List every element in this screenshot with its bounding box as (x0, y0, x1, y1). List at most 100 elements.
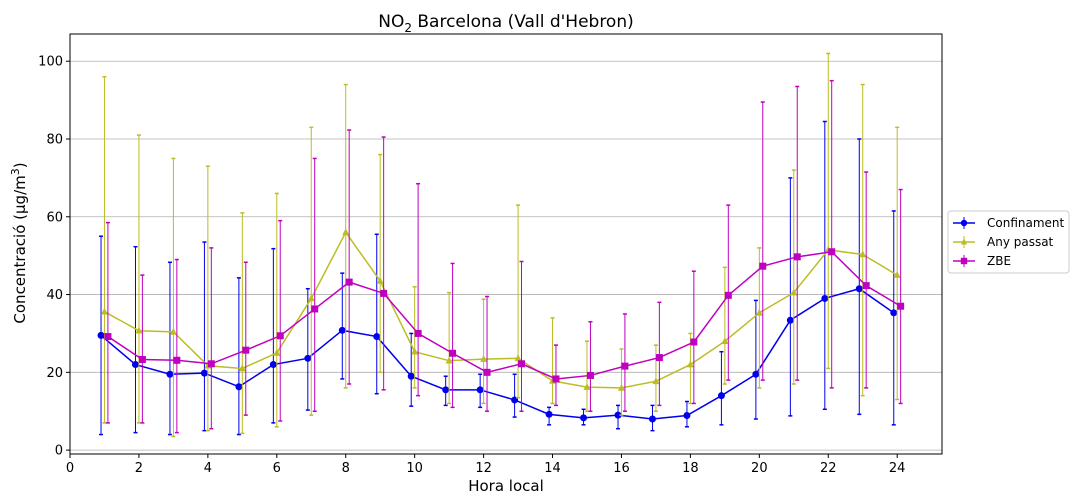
x-tick-label: 20 (751, 461, 768, 476)
x-tick-label: 6 (273, 461, 281, 476)
legend-label: ZBE (987, 254, 1011, 268)
y-tick-label: 20 (46, 366, 63, 381)
y-tick-label: 100 (38, 55, 63, 70)
data-point (518, 360, 526, 368)
legend-marker (960, 219, 968, 227)
legend-items: Confinament Any passat ZBE (953, 216, 1065, 268)
plot-frame (69, 33, 943, 455)
data-point (724, 291, 732, 299)
x-tick-label: 8 (342, 461, 350, 476)
data-point (580, 414, 588, 422)
data-point (621, 362, 629, 370)
data-point (855, 285, 863, 293)
data-point (414, 329, 422, 337)
data-point (242, 346, 250, 354)
legend-item-any-passat: Any passat (953, 235, 1054, 249)
data-point (442, 386, 450, 394)
data-point (131, 361, 139, 369)
x-tick-label: 10 (406, 461, 423, 476)
data-point (683, 412, 691, 419)
series-layer (97, 52, 905, 438)
series-confinament (97, 120, 898, 436)
legend-box (947, 210, 1070, 274)
data-point (342, 228, 350, 236)
data-point (721, 337, 729, 345)
data-point (483, 368, 491, 376)
data-point (376, 276, 384, 284)
series-zbe (104, 79, 905, 434)
data-point (200, 369, 208, 377)
y-axis-label: Concentració (µg/m3) (9, 162, 29, 323)
data-point (476, 386, 484, 394)
data-point (552, 375, 560, 383)
data-point (97, 331, 105, 339)
x-tick-label: 24 (889, 461, 906, 476)
data-point (269, 361, 277, 369)
x-tick-label: 2 (135, 461, 143, 476)
series-line (104, 230, 898, 389)
data-point (828, 248, 836, 256)
data-point (407, 372, 415, 380)
data-point (759, 262, 767, 270)
data-point (380, 289, 388, 297)
data-point (686, 360, 694, 368)
data-point (273, 348, 281, 356)
data-point (893, 271, 901, 278)
data-point (166, 370, 174, 378)
series-line (107, 250, 902, 380)
legend-marker (960, 238, 968, 245)
data-point (652, 377, 660, 385)
y-tick-label: 0 (55, 444, 63, 459)
data-point (135, 326, 143, 334)
data-point (790, 288, 798, 296)
data-point (345, 278, 353, 286)
data-point (690, 338, 698, 346)
data-point (859, 250, 867, 258)
data-point (752, 370, 760, 378)
data-point (890, 309, 898, 317)
data-point (514, 354, 522, 362)
data-point (100, 307, 108, 315)
data-point (862, 282, 870, 290)
data-point (545, 410, 553, 418)
x-tick-label: 18 (682, 461, 699, 476)
x-tick-label: 12 (475, 461, 492, 476)
x-tick-label: 0 (66, 461, 74, 476)
data-point (445, 356, 453, 364)
series-any-passat (100, 52, 901, 438)
data-point (169, 327, 177, 335)
data-point (411, 347, 419, 355)
data-point (821, 294, 829, 302)
x-tick-label: 22 (820, 461, 837, 476)
legend-item-zbe: ZBE (953, 254, 1011, 268)
x-tick-label: 16 (613, 461, 630, 476)
x-tick-label: 14 (544, 461, 561, 476)
data-point (207, 360, 215, 368)
data-point (786, 316, 794, 324)
data-point (449, 349, 457, 357)
y-tick-label: 40 (46, 288, 63, 303)
grid-layer (70, 60, 942, 451)
data-point (338, 326, 346, 334)
legend-item-confinament: Confinament (953, 216, 1065, 230)
data-point (138, 356, 146, 363)
data-point (311, 305, 319, 313)
data-point (304, 354, 312, 362)
data-point (755, 308, 763, 316)
data-point (480, 355, 488, 362)
chart-title: NO2 Barcelona (Vall d'Hebron) (378, 12, 634, 35)
legend: Confinament Any passat ZBE (947, 210, 1070, 274)
series-line (100, 287, 895, 420)
data-point (655, 354, 663, 362)
data-point (586, 371, 594, 379)
data-point (793, 253, 801, 261)
data-point (617, 383, 625, 391)
data-point (717, 392, 725, 400)
data-point (648, 415, 656, 423)
data-point (614, 411, 622, 419)
y-tick-label: 60 (46, 210, 63, 225)
